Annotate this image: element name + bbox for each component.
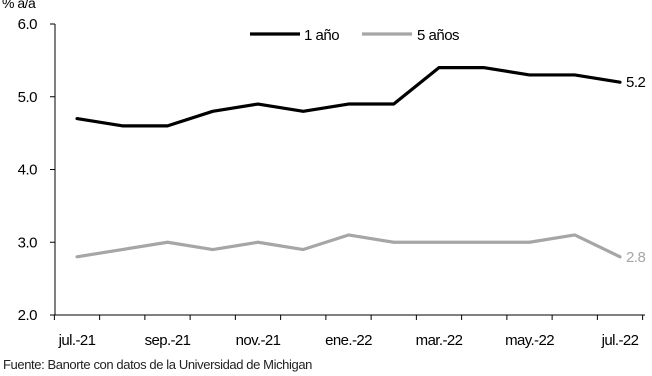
x-tick-labels: jul.-21 sep.-21 nov.-21 ene.-22 mar.-22 may.-…	[58, 332, 640, 349]
legend: 1 año 5 años	[250, 27, 460, 44]
x-tick-label: jul.-21	[58, 332, 96, 349]
end-labels: 2.8 5.2	[626, 74, 646, 266]
x-tick-label: mar.-22	[416, 332, 463, 349]
x-tick-label: may.-22	[505, 332, 554, 349]
axes	[50, 23, 645, 320]
y-tick-label: 3.0	[18, 234, 38, 251]
end-label: 5.2	[626, 74, 646, 91]
y-tick-label: 5.0	[18, 89, 38, 106]
y-tick-label: 4.0	[18, 162, 38, 179]
series-line	[75, 66, 622, 128]
y-tick-label: 2.0	[18, 307, 38, 324]
x-tick-label: ene.-22	[325, 332, 372, 349]
x-tick-label: jul.-22	[601, 332, 639, 349]
series-line	[75, 233, 622, 259]
end-label: 2.8	[626, 249, 646, 266]
x-tick-label: sep.-21	[145, 332, 191, 349]
legend-entry: 5 años	[417, 27, 459, 44]
legend-entry: 1 año	[304, 27, 339, 44]
y-axis-label: % a/a	[2, 0, 36, 11]
y-tick-label: 6.0	[18, 16, 38, 33]
y-tick-labels: 6.0 5.0 4.0 3.0 2.0	[18, 16, 38, 324]
x-tick-label: nov.-21	[236, 332, 281, 349]
source-note: Fuente: Banorte con datos de la Universi…	[3, 357, 312, 372]
series-lines	[75, 66, 622, 259]
